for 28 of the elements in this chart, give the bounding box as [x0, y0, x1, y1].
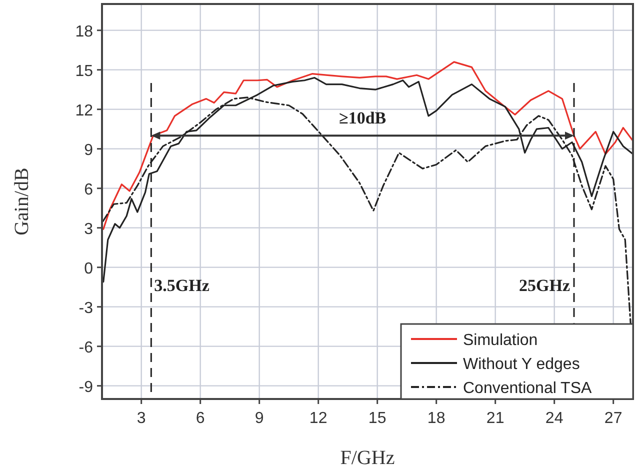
y-tick-label: -9 — [78, 378, 94, 396]
x-tick-label: 3 — [136, 410, 146, 427]
x-tick-label: 21 — [486, 410, 504, 427]
ref-line-label: ≥10dB — [339, 108, 386, 128]
x-axis-title: F/GHz — [340, 447, 395, 469]
x-tick-label: 24 — [545, 410, 564, 427]
ref-line-label: 25GHz — [519, 276, 570, 296]
x-tick-label: 15 — [368, 410, 386, 427]
y-tick-label: 12 — [75, 102, 94, 120]
y-tick-label: 9 — [84, 142, 94, 159]
x-tick-label: 12 — [309, 410, 328, 427]
y-tick-label: 0 — [84, 260, 94, 278]
y-tick-label: -3 — [78, 300, 94, 317]
legend-label: Simulation — [463, 332, 538, 349]
x-tick-label: 6 — [196, 410, 205, 427]
y-axis-title: Gain/dB — [11, 168, 33, 236]
x-tick-label: 9 — [254, 410, 264, 427]
y-tick-label: -6 — [78, 339, 94, 356]
ref-line-label: 3.5GHz — [154, 276, 210, 296]
line-series — [102, 61, 634, 230]
legend-label: Conventional TSA — [463, 380, 592, 397]
legend-label: Without Y edges — [463, 356, 580, 373]
y-tick-label: 18 — [75, 23, 94, 40]
y-tick-label: 6 — [84, 181, 94, 198]
y-tick-label: 15 — [75, 62, 94, 80]
x-tick-label: 18 — [427, 410, 446, 427]
y-tick-label: 3 — [84, 220, 94, 238]
x-tick-label: 27 — [604, 410, 622, 427]
